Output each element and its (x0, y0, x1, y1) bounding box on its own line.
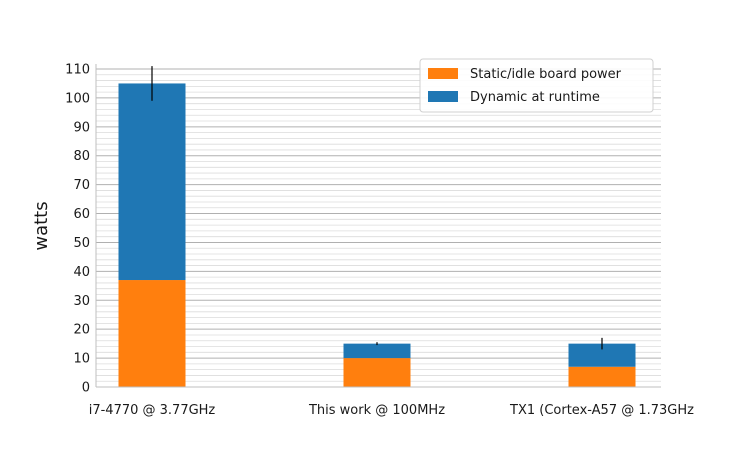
legend-frame (419, 58, 654, 113)
bar-static-2 (343, 358, 411, 387)
bar-static-3 (568, 366, 636, 387)
bars (118, 83, 636, 387)
bar-dynamic-2 (343, 343, 411, 359)
legend-label-static: Static/idle board power (470, 67, 622, 82)
x-tick-labels: i7-4770 @ 3.77GHz This work @ 100MHz TX1 (… (89, 403, 694, 418)
axes (95, 64, 661, 388)
y-tick-label: 20 (73, 323, 90, 338)
y-tick-label: 30 (73, 294, 90, 309)
bar-dynamic-1 (118, 83, 186, 281)
bar-static-1 (118, 280, 186, 387)
x-tick-label: i7-4770 @ 3.77GHz (89, 403, 216, 418)
legend-swatch-dynamic (428, 91, 458, 102)
y-tick-label: 110 (65, 63, 90, 78)
y-tick-label: 60 (73, 207, 90, 222)
y-tick-label: 90 (73, 120, 90, 135)
y-tick-label: 70 (73, 178, 90, 193)
y-axis-title: watts (31, 201, 52, 250)
legend-swatch-static (428, 68, 458, 79)
x-tick-label: This work @ 100MHz (308, 403, 445, 418)
y-tick-label: 40 (73, 265, 90, 280)
legend: Static/idle board power Dynamic at runtim… (419, 58, 654, 113)
error-bars (151, 66, 603, 350)
x-tick-label: TX1 (Cortex-A57 @ 1.73GHz (509, 403, 694, 418)
y-tick-label: 80 (73, 149, 90, 164)
legend-label-dynamic: Dynamic at runtime (470, 90, 600, 105)
grid-lines (96, 68, 661, 388)
y-tick-label: 50 (73, 236, 90, 251)
y-tick-label: 100 (65, 91, 90, 106)
bar-dynamic-3 (568, 343, 636, 367)
y-tick-labels: 0 10 20 30 40 50 60 70 80 90 100 110 (65, 63, 90, 396)
y-tick-label: 0 (82, 381, 90, 396)
y-tick-label: 10 (73, 352, 90, 367)
